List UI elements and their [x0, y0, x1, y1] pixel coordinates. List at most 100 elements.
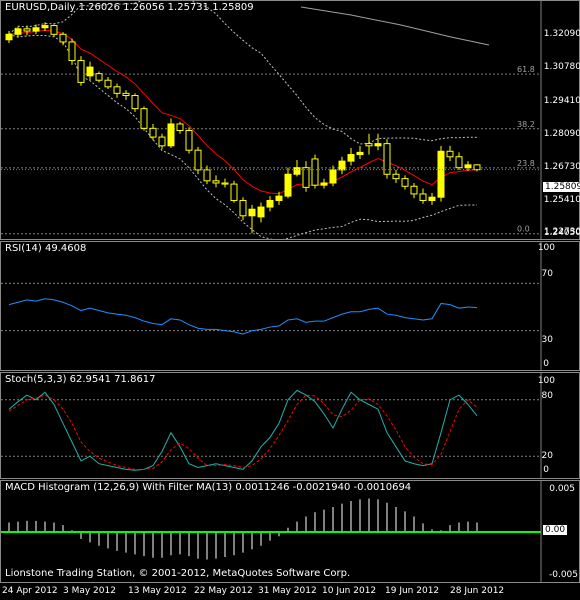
- candle-body: [131, 95, 139, 110]
- candle-body: [338, 160, 346, 171]
- candle-body: [104, 79, 112, 88]
- stoch-panel-label: Stoch(5,3,3) 62.9541 71.8617: [5, 374, 156, 385]
- current-price-tag: 1.25809: [543, 182, 580, 192]
- time-axis: 24 Apr 2012 3 May 2012 13 May 2012 22 Ma…: [0, 583, 540, 600]
- candle-body: [50, 25, 58, 35]
- candle-body: [23, 28, 31, 32]
- candle-body: [392, 173, 400, 180]
- candle-body: [284, 173, 292, 197]
- price-chart[interactable]: 61.8 38.2 23.8 0.0: [1, 1, 579, 239]
- candle-body: [437, 150, 445, 198]
- candle-body: [32, 27, 40, 32]
- price-axis: 1.32090 1.30780 1.29410 1.28090 1.26730 …: [542, 1, 580, 239]
- candle-body: [329, 169, 337, 184]
- candle-body: [302, 167, 310, 188]
- rsi-panel[interactable]: RSI(14) 49.4608 100 70 30 0: [0, 241, 580, 371]
- macd-zero-tag: 0.00: [543, 525, 568, 535]
- candle-body: [464, 164, 472, 169]
- candle-body: [401, 178, 409, 187]
- rsi-tick: 0: [543, 359, 549, 369]
- candle-body: [95, 73, 103, 81]
- stoch-panel[interactable]: Stoch(5,3,3) 62.9541 71.8617 100 80 20 0: [0, 372, 580, 479]
- candle-body: [122, 92, 130, 97]
- candle-body: [230, 183, 238, 201]
- stoch-axis: 100 80 20 0: [538, 373, 580, 478]
- candle-body: [86, 66, 94, 77]
- stoch-tick: 20: [541, 451, 553, 461]
- candle-body: [419, 193, 427, 201]
- candle-body: [149, 127, 157, 138]
- rsi-tick: 100: [537, 243, 555, 253]
- fibo-level-label: 23.8: [517, 159, 535, 168]
- candle-body: [365, 143, 373, 147]
- candle-body: [266, 199, 274, 208]
- price-panel-label: EURUSD,Daily 1.26026 1.26056 1.25731 1.2…: [5, 2, 254, 13]
- candle-body: [374, 143, 382, 147]
- price-tick: 1.24050: [543, 228, 580, 238]
- candle-body: [68, 41, 76, 62]
- candle-body: [212, 180, 220, 184]
- rsi-line: [8, 298, 478, 335]
- candle-body: [248, 208, 256, 217]
- time-tick: 24 Apr 2012: [2, 586, 58, 596]
- candle-body: [203, 169, 211, 182]
- time-tick: 31 May 2012: [258, 586, 317, 596]
- price-tick: 1.29410: [543, 96, 580, 106]
- price-tick: 1.32090: [543, 29, 580, 39]
- candle-body: [221, 182, 229, 185]
- candle-body: [410, 185, 418, 195]
- macd-panel[interactable]: MACD Histogram (12,26,9) With Filter MA(…: [0, 480, 580, 583]
- macd-tick: -0.005: [548, 570, 578, 580]
- candle-body: [257, 206, 265, 218]
- candle-body: [77, 60, 85, 83]
- ma-line: [8, 29, 478, 195]
- price-tick: 1.28090: [543, 129, 580, 139]
- fibo-level-label: 61.8: [517, 65, 535, 74]
- stoch-tick: 0: [543, 465, 549, 475]
- price-tick: 1.25410: [543, 195, 580, 205]
- rsi-panel-label: RSI(14) 49.4608: [5, 243, 87, 254]
- candle-body: [275, 195, 283, 201]
- macd-axis: 0.005 0.00 -0.005: [542, 481, 580, 582]
- price-tick: 1.26730: [543, 162, 580, 172]
- candle-body: [239, 199, 247, 217]
- stoch-tick: 80: [541, 391, 553, 401]
- macd-tick: 0.005: [549, 484, 575, 494]
- time-tick: 13 May 2012: [128, 586, 187, 596]
- time-tick: 22 May 2012: [194, 586, 253, 596]
- candle-body: [473, 164, 481, 171]
- candle-body: [158, 136, 166, 147]
- copyright-footer: Lionstone Trading Station, © 2001-2012, …: [5, 568, 351, 579]
- candle-body: [185, 130, 193, 151]
- candle-body: [311, 158, 319, 186]
- macd-chart[interactable]: [1, 481, 579, 582]
- rsi-chart[interactable]: [1, 242, 579, 370]
- candle-body: [293, 167, 301, 175]
- fibo-level-label: 38.2: [517, 120, 535, 129]
- candle-body: [455, 156, 463, 169]
- upper-band-line: [8, 1, 478, 145]
- candle-body: [176, 123, 184, 132]
- long-ma-line: [300, 6, 490, 46]
- candle-body: [113, 86, 121, 94]
- candle-body: [59, 33, 67, 43]
- rsi-tick: 70: [541, 269, 553, 279]
- lower-band-line: [8, 33, 478, 239]
- time-tick: 28 Jun 2012: [450, 586, 505, 596]
- price-tick: 1.30780: [543, 62, 580, 72]
- time-tick: 3 May 2012: [63, 586, 116, 596]
- candle-body: [383, 143, 391, 175]
- candle-body: [14, 28, 22, 35]
- candle-body: [446, 150, 454, 158]
- candle-body: [356, 151, 364, 156]
- macd-panel-label: MACD Histogram (12,26,9) With Filter MA(…: [5, 482, 412, 493]
- stoch-tick: 100: [537, 376, 555, 386]
- time-tick: 19 Jun 2012: [385, 586, 440, 596]
- stoch-chart[interactable]: [1, 373, 579, 478]
- candle-body: [428, 196, 436, 201]
- price-panel[interactable]: EURUSD,Daily 1.26026 1.26056 1.25731 1.2…: [0, 0, 580, 240]
- candle-body: [347, 154, 355, 162]
- rsi-axis: 100 70 30 0: [538, 242, 580, 370]
- stoch-signal-line: [8, 394, 478, 470]
- candle-body: [194, 149, 202, 171]
